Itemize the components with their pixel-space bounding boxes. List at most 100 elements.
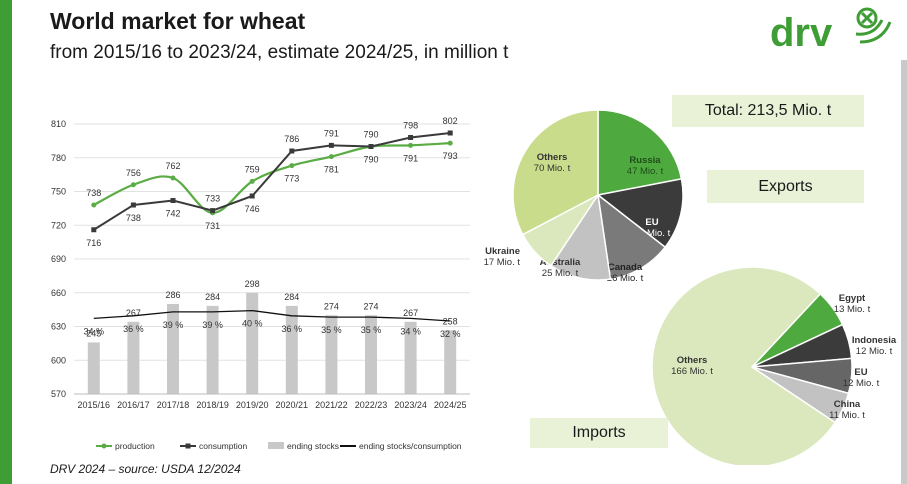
ratio-label: 34 % (84, 326, 105, 336)
ending-stocks-label: 274 (363, 301, 378, 311)
pie-label-name: Others (677, 355, 708, 366)
consumption-line (93, 132, 451, 231)
production-label: 781 (324, 165, 339, 175)
y-tick-label: 630 (51, 322, 66, 332)
ratio-label: 36 % (123, 324, 144, 334)
exports-title-box: Exports (707, 170, 864, 203)
ending-stocks-label: 258 (443, 316, 458, 326)
y-tick-label: 750 (51, 187, 66, 197)
pie-label-name: EU (854, 367, 867, 378)
production-point (289, 163, 295, 169)
production-point (91, 202, 97, 208)
ending-stocks-label: 284 (284, 292, 299, 302)
consumption-label: 786 (284, 134, 299, 144)
imports-title-box: Imports (530, 418, 668, 448)
legend-marker (101, 443, 107, 449)
production-label: 731 (205, 221, 220, 231)
ending-stocks-label: 274 (324, 301, 339, 311)
consumption-point (91, 227, 97, 233)
ratio-label: 39 % (163, 320, 184, 330)
y-tick-label: 570 (51, 389, 66, 399)
drv-logo: drv (770, 7, 892, 55)
ending-stocks-bar (206, 305, 219, 394)
pie-label-name: Indonesia (852, 335, 897, 346)
pie-label-value: 25 Mio. t (542, 268, 579, 279)
consumption-point (408, 135, 414, 140)
ending-stocks-ratio-line (93, 309, 451, 322)
pie-label-value: 12 Mio. t (856, 346, 893, 357)
pie-label-value: 70 Mio. t (534, 163, 571, 174)
page-title: World market for wheat (50, 8, 306, 34)
wheat-market-chart: 810 780 750 720 690 660 630 600 570 245 267 286 284 2… (51, 116, 470, 451)
pie-label-value: 29 Mio. t (634, 228, 671, 239)
right-accent-bar (901, 60, 907, 484)
pie-slice-eu (596, 177, 684, 249)
pie-label-name: Russia (629, 155, 661, 166)
ending-stocks-label: 298 (245, 279, 260, 289)
x-tick-label: 2018/19 (196, 400, 229, 410)
ending-stocks-bar (246, 292, 259, 394)
y-tick-label: 720 (51, 220, 66, 230)
x-tick-label: 2019/20 (236, 400, 269, 410)
exports-total-box: Total: 213,5 Mio. t (672, 95, 864, 127)
consumption-label: 802 (443, 116, 458, 126)
consumption-label: 716 (86, 238, 101, 248)
pie-label-value: 12 Mio. t (843, 378, 880, 389)
ending-stocks-label: 245 (86, 328, 101, 338)
x-tick-label: 2022/23 (355, 400, 388, 410)
pie-label-name: Egypt (839, 293, 866, 304)
consumption-point (289, 148, 295, 154)
ratio-label: 35 % (321, 325, 342, 335)
source-note: DRV 2024 – source: USDA 12/2024 (50, 462, 241, 476)
consumption-point (130, 202, 136, 208)
ending-stocks-label: 267 (403, 308, 418, 318)
production-label: 773 (284, 174, 299, 184)
production-label: 762 (165, 161, 180, 171)
pie-label-value: 11 Mio. t (829, 410, 865, 421)
ending-stocks-label: 284 (205, 292, 220, 302)
ending-stocks-bar (325, 315, 338, 394)
consumption-point (249, 193, 255, 199)
production-label: 793 (443, 151, 458, 161)
production-label: 738 (86, 188, 101, 198)
legend-label: production (115, 441, 155, 451)
consumption-label: 798 (403, 121, 418, 131)
consumption-point (368, 144, 374, 149)
pie-label-name: Australia (540, 257, 581, 268)
ratio-label: 32 % (440, 329, 461, 339)
consumption-label: 738 (126, 213, 141, 223)
consumption-label: 790 (363, 155, 378, 165)
production-label: 791 (403, 153, 418, 163)
x-tick-label: 2020/21 (276, 400, 309, 410)
left-accent-bar (0, 0, 12, 484)
ratio-label: 39 % (202, 320, 223, 330)
pie-label-value: 166 Mio. t (671, 366, 713, 377)
legend-label: consumption (199, 441, 247, 451)
consumption-point (447, 130, 453, 136)
ending-stocks-bar (404, 321, 417, 394)
pie-label-name: China (834, 399, 861, 410)
x-tick-label: 2024/25 (434, 400, 467, 410)
ratio-label: 36 % (282, 324, 303, 334)
pie-label-value: 47 Mio. t (627, 166, 664, 177)
production-point (408, 142, 414, 148)
pie-label-name: Canada (608, 262, 643, 273)
legend-swatch (268, 442, 284, 449)
production-point (170, 175, 176, 181)
production-label: 790 (363, 130, 378, 140)
page-subtitle: from 2015/16 to 2023/24, estimate 2024/2… (50, 42, 509, 63)
ratio-label: 40 % (242, 319, 263, 329)
legend-label: ending stocks/consumption (359, 441, 462, 451)
consumption-point (170, 198, 176, 203)
y-tick-label: 810 (51, 119, 66, 129)
pie-slice-russia (597, 110, 683, 196)
legend-label: ending stocks (287, 441, 339, 451)
x-tick-label: 2017/18 (157, 400, 190, 410)
x-tick-label: 2021/22 (315, 400, 348, 410)
pie-label-name: Ukraine (485, 246, 520, 257)
production-label: 756 (126, 168, 141, 178)
consumption-label: 791 (324, 128, 339, 138)
consumption-point (328, 142, 334, 148)
